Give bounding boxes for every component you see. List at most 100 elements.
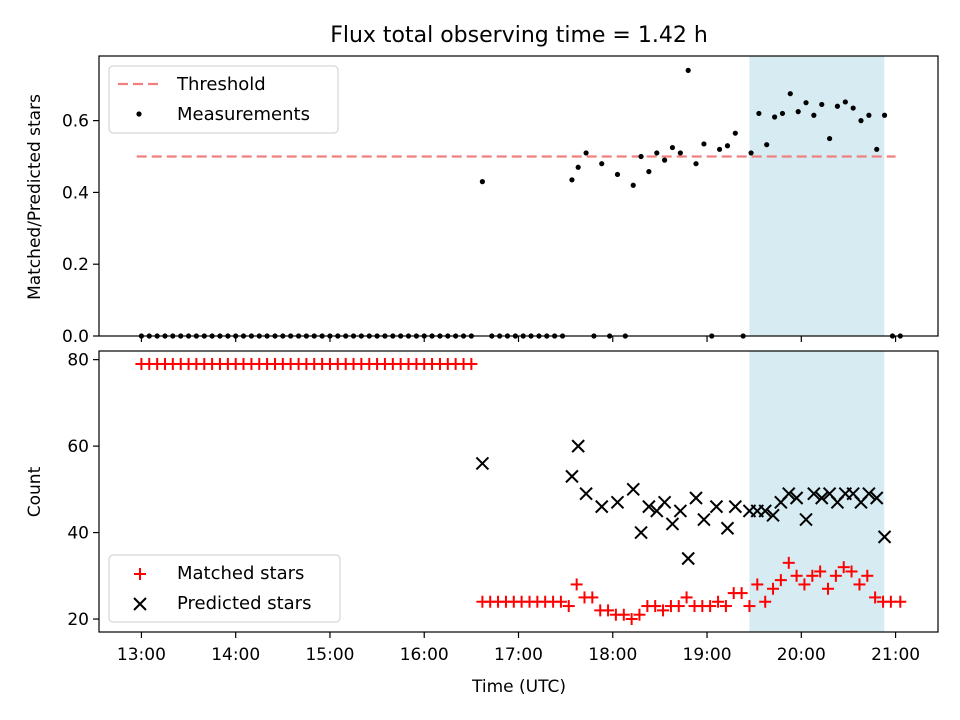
chart-title: Flux total observing time = 1.42 h [330, 23, 708, 48]
bottom-y-ticks: 20 40 60 80 [67, 351, 99, 630]
legend-measurements-swatch [136, 111, 142, 117]
matched-star-point [751, 578, 764, 591]
measurement-point [701, 141, 707, 147]
legend-threshold-label: Threshold [176, 74, 266, 95]
measurement-point [764, 142, 770, 148]
matched-star-point [790, 569, 803, 582]
legend-predicted-label: Predicted stars [177, 593, 311, 614]
matched-star-point [712, 595, 725, 608]
bottom-y-axis-label: Count [25, 466, 45, 517]
matched-star-point [633, 608, 646, 621]
measurement-point [724, 143, 731, 149]
predicted-star-point [673, 504, 688, 518]
matched-star-point [845, 565, 858, 578]
measurement-point [732, 130, 738, 136]
predicted-star-point [697, 512, 711, 527]
bottom-y-tick-label: 60 [67, 437, 89, 457]
measurement-point [858, 118, 864, 124]
predicted-star-point [626, 482, 640, 497]
measurement-point [881, 112, 888, 118]
measurement-point [583, 150, 589, 156]
top-y-tick-label: 0.2 [62, 255, 89, 275]
measurement-point [874, 146, 880, 152]
matched-star-point [806, 569, 819, 582]
matched-star-point [798, 578, 811, 591]
matched-stars-points [135, 357, 907, 626]
measurement-point [779, 110, 786, 117]
bottom-x-tick-label: 17:00 [494, 645, 543, 665]
matched-star-point [735, 587, 748, 600]
matched-star-point [861, 569, 874, 582]
top-y-tick-label: 0.4 [62, 183, 89, 203]
measurement-point [575, 164, 581, 170]
legend-measurements-label: Measurements [177, 104, 310, 125]
predicted-star-point [565, 469, 579, 484]
matched-star-point [767, 582, 780, 595]
matched-star-point [680, 591, 693, 604]
matched-star-point [837, 561, 850, 574]
measurement-point [479, 179, 485, 185]
predicted-star-point [758, 504, 772, 518]
measurement-point [826, 135, 833, 142]
measurement-point [795, 109, 801, 115]
measurement-point [693, 161, 699, 167]
matched-star-point [774, 574, 787, 587]
predicted-star-point [789, 491, 804, 505]
bottom-y-tick-label: 80 [67, 351, 89, 371]
legend-matched-label: Matched stars [177, 563, 304, 584]
measurement-point [811, 112, 817, 118]
bottom-x-tick-label: 20:00 [777, 645, 826, 665]
measurement-point [803, 100, 809, 106]
predicted-star-point [766, 508, 780, 522]
bottom-x-tick-label: 16:00 [400, 645, 449, 665]
matched-star-point [704, 600, 717, 613]
bottom-x-tick-label: 21:00 [871, 645, 920, 665]
measurement-point [638, 153, 644, 160]
measurement-point [819, 101, 825, 108]
measurement-point [866, 112, 872, 118]
predicted-star-point [782, 486, 796, 501]
measurement-point [850, 105, 856, 111]
measurement-point [756, 110, 762, 117]
predicted-star-point [475, 456, 490, 471]
measurement-point [677, 150, 683, 156]
matched-star-point [814, 565, 827, 578]
measurement-point [842, 99, 848, 105]
predicted-star-point [579, 486, 593, 501]
bottom-x-tick-label: 14:00 [211, 645, 260, 665]
matched-star-point [869, 591, 882, 604]
top-legend: Threshold Measurements [108, 65, 339, 134]
predicted-star-point [657, 495, 672, 510]
predicted-star-point [689, 491, 703, 505]
bottom-x-ticks: 13:00 14:00 15:00 16:00 17:00 18:00 19:00 20:00… [117, 632, 920, 665]
matched-star-point [829, 569, 842, 582]
matched-star-point [657, 604, 670, 617]
bottom-legend: Matched stars Predicted stars [108, 554, 341, 623]
x-axis-label: Time (UTC) [471, 677, 566, 697]
predicted-stars-points [475, 439, 892, 566]
predicted-star-point [870, 491, 884, 505]
top-legend-box [108, 65, 339, 134]
measurement-point [569, 177, 575, 183]
predicted-star-point [709, 499, 724, 514]
predicted-star-point [807, 486, 821, 501]
measurement-point [772, 114, 778, 120]
predicted-star-point [799, 512, 813, 527]
bottom-y-tick-label: 40 [67, 524, 89, 544]
matched-star-point [782, 556, 795, 569]
predicted-star-point [595, 499, 609, 514]
measurement-point [748, 150, 754, 156]
predicted-star-point [862, 486, 876, 501]
matched-star-point [759, 595, 772, 608]
bottom-y-tick-label: 20 [67, 610, 89, 630]
predicted-star-point [610, 495, 625, 510]
predicted-star-point [681, 551, 695, 566]
matched-star-point [570, 578, 583, 591]
predicted-star-point [815, 491, 829, 505]
predicted-star-point [665, 517, 680, 531]
bottom-x-tick-label: 18:00 [588, 645, 637, 665]
top-highlight-span [749, 56, 885, 336]
bottom-legend-box [108, 554, 341, 623]
